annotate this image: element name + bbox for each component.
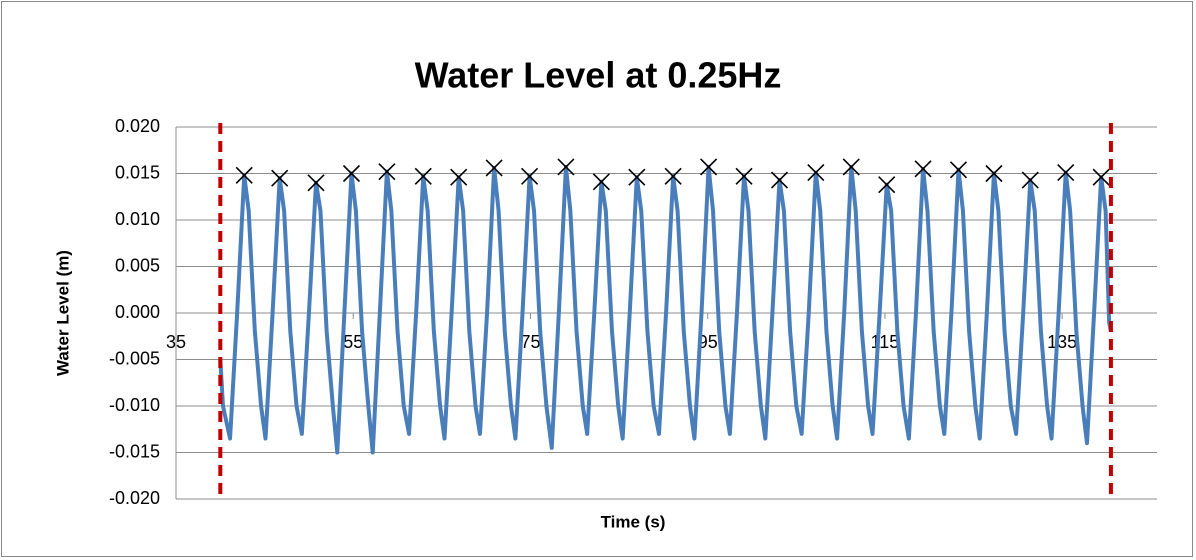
peak-marker	[235, 166, 253, 184]
peak-marker	[592, 173, 610, 191]
peak-marker	[1092, 168, 1110, 186]
y-tick-label: -0.005	[109, 348, 160, 368]
data-line	[218, 164, 1113, 455]
peak-marker	[700, 158, 718, 176]
peak-marker	[557, 158, 575, 176]
x-tick-label: 35	[166, 332, 186, 352]
peak-marker	[735, 167, 753, 185]
peak-marker	[1021, 171, 1039, 189]
peak-marker	[414, 167, 432, 185]
peak-marker	[770, 171, 789, 189]
x-tick-label: 135	[1047, 332, 1077, 352]
y-tick-label: 0.020	[115, 116, 160, 136]
y-axis-title: Water Level (m)	[53, 250, 72, 376]
y-tick-label: 0.000	[115, 302, 160, 322]
y-tick-label: -0.015	[109, 441, 160, 461]
peak-marker	[1057, 164, 1075, 182]
y-tick-label: 0.015	[115, 162, 160, 182]
x-axis-title: Time (s)	[601, 512, 666, 531]
peak-marker	[378, 163, 396, 181]
x-tick-label: 75	[520, 332, 540, 352]
peak-marker	[307, 174, 325, 192]
peak-marker	[664, 167, 682, 185]
y-tick-label: -0.020	[109, 488, 160, 508]
peak-marker	[842, 158, 860, 176]
peak-marker	[342, 164, 361, 183]
peak-marker	[985, 164, 1003, 183]
peak-marker	[949, 161, 968, 179]
chart-title: Water Level at 0.25Hz	[415, 55, 782, 96]
peak-marker	[485, 159, 503, 177]
y-tick-label: 0.005	[115, 255, 160, 275]
peak-marker	[271, 169, 289, 187]
x-tick-label: 95	[698, 332, 718, 352]
x-tick-label: 115	[871, 332, 900, 352]
peak-marker	[450, 168, 468, 186]
peak-marker	[914, 160, 932, 178]
peak-marker	[521, 167, 539, 185]
y-tick-label: 0.010	[115, 209, 160, 229]
peak-marker	[628, 168, 646, 186]
y-tick-label: -0.010	[109, 395, 160, 415]
peak-marker	[807, 164, 825, 182]
peak-marker	[878, 176, 896, 194]
x-tick-label: 55	[343, 332, 363, 352]
